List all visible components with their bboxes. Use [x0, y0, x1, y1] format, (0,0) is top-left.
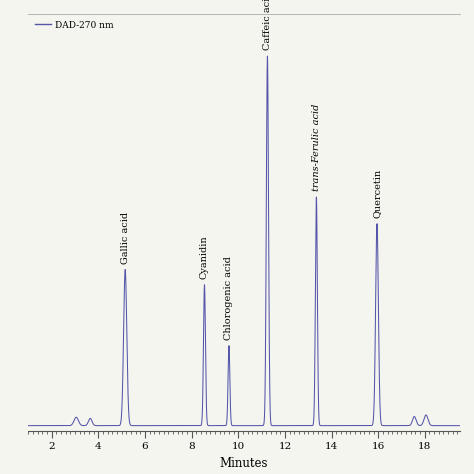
Legend: DAD-270 nm: DAD-270 nm: [33, 19, 115, 31]
Text: Chlorogenic acid: Chlorogenic acid: [225, 256, 234, 340]
X-axis label: Minutes: Minutes: [220, 457, 268, 470]
Text: trans-Ferulic acid: trans-Ferulic acid: [312, 104, 321, 191]
Text: Quercetin: Quercetin: [373, 169, 382, 218]
Text: Gallic acid: Gallic acid: [121, 211, 130, 264]
Text: Cyanidin: Cyanidin: [200, 236, 209, 279]
Text: Caffeic acid: Caffeic acid: [263, 0, 272, 50]
